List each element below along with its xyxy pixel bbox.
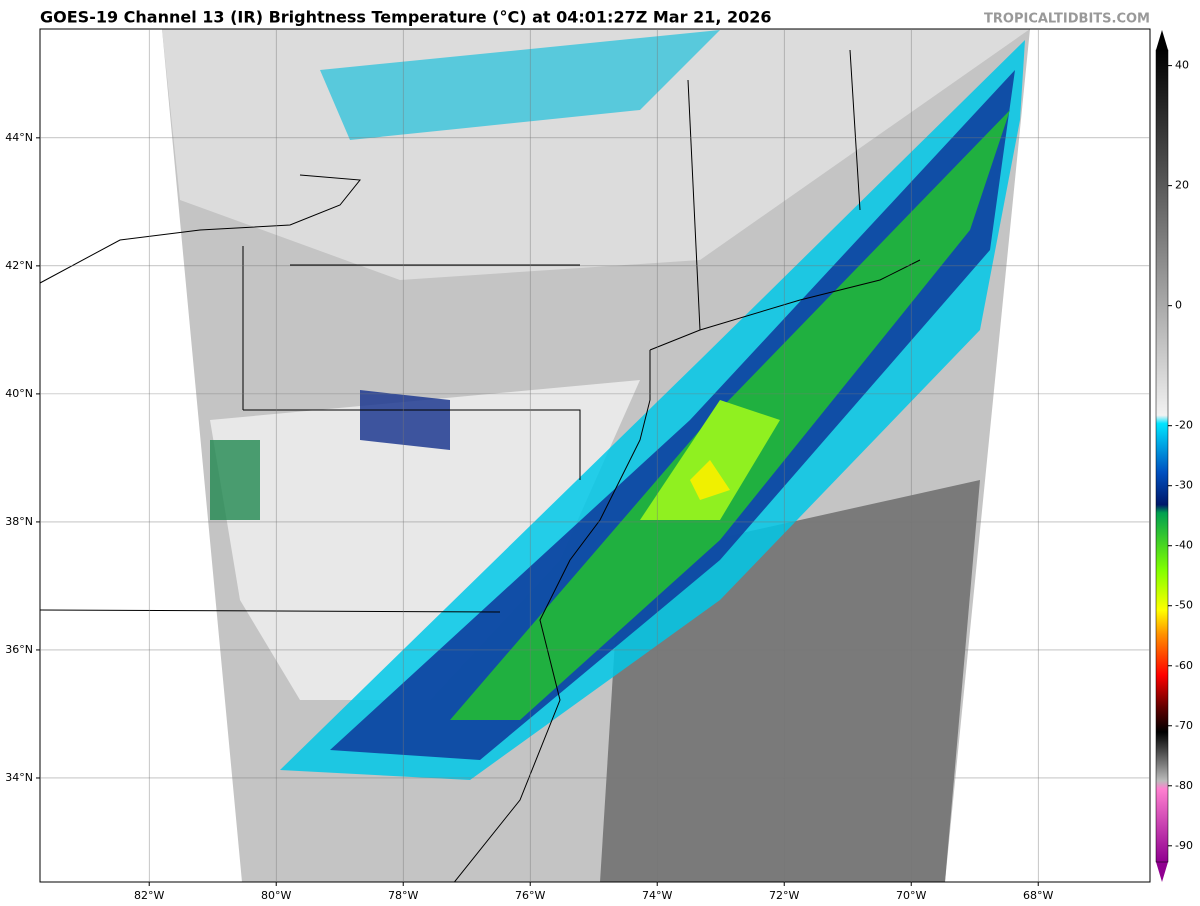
- colorbar-tick-label: -30: [1175, 479, 1193, 492]
- colorbar-extend-top: [1156, 30, 1168, 50]
- lon-tick-label: 70°W: [896, 889, 926, 902]
- colorbar-tick-label: -40: [1175, 539, 1193, 552]
- colorbar-tick-label: -50: [1175, 599, 1193, 612]
- lon-tick-label: 72°W: [769, 889, 799, 902]
- lat-tick-label: 44°N: [5, 131, 33, 144]
- lon-tick-label: 80°W: [261, 889, 291, 902]
- colorbar-tick-label: -90: [1175, 839, 1193, 852]
- colorbar-tick-label: -70: [1175, 719, 1193, 732]
- lat-tick-label: 42°N: [5, 259, 33, 272]
- colorbar-tick-label: 40: [1175, 59, 1189, 72]
- coastline: [40, 174, 921, 882]
- lat-tick-label: 34°N: [5, 771, 33, 784]
- colorbar-tick-label: 0: [1175, 299, 1182, 312]
- lat-tick-label: 40°N: [5, 387, 33, 400]
- map-image: [40, 29, 1150, 882]
- map-frame: [39, 28, 1151, 883]
- colorbar-tick-label: -20: [1175, 419, 1193, 432]
- borders: [40, 49, 861, 613]
- lon-tick-label: 74°W: [642, 889, 672, 902]
- lon-tick-label: 82°W: [134, 889, 164, 902]
- lon-tick-label: 78°W: [388, 889, 418, 902]
- colorbar-tick-label: 20: [1175, 179, 1189, 192]
- colorbar-tick-label: -80: [1175, 779, 1193, 792]
- lon-tick-label: 68°W: [1023, 889, 1053, 902]
- lat-tick-label: 36°N: [5, 643, 33, 656]
- colorbar-tick-label: -60: [1175, 659, 1193, 672]
- colorbar-extend-bottom: [1156, 862, 1168, 882]
- colorbar: [1155, 49, 1169, 863]
- title: GOES-19 Channel 13 (IR) Brightness Tempe…: [40, 8, 772, 27]
- lat-tick-label: 38°N: [5, 515, 33, 528]
- lon-tick-label: 76°W: [515, 889, 545, 902]
- watermark: TROPICALTIDBITS.COM: [984, 12, 1150, 27]
